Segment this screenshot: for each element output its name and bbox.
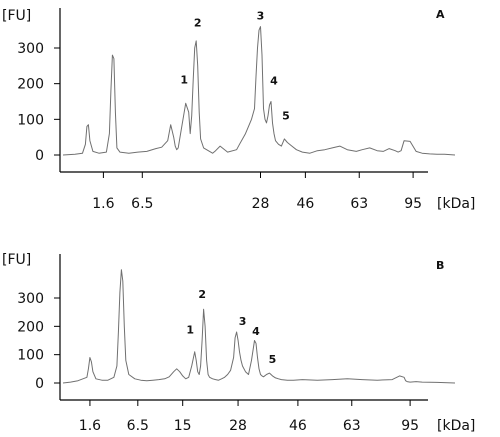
x-tick-label: 6.5 <box>131 196 153 212</box>
y-tick-label: 300 <box>17 291 44 307</box>
y-tick-label: 0 <box>35 376 44 392</box>
panel-a-trace <box>62 26 456 156</box>
panel-b-label: B <box>436 259 444 272</box>
x-tick-label: 46 <box>289 418 307 434</box>
peak-label-3: 3 <box>239 315 247 328</box>
panel-a: [FU] A [kDa] 0 100 200 300 1.6 6.5 28 46 63 95 1… <box>2 8 475 212</box>
y-tick-label: 300 <box>17 41 44 57</box>
x-tick-label: 1.6 <box>92 196 114 212</box>
panel-a-y-axis-unit: [FU] <box>2 8 31 24</box>
x-tick-label: 95 <box>404 196 422 212</box>
panel-b-trace <box>62 269 456 384</box>
y-tick-label: 200 <box>17 77 44 93</box>
x-tick-label: 95 <box>401 418 419 434</box>
panel-b-x-ticks: 1.6 6.5 15 28 46 63 95 <box>79 400 419 434</box>
x-tick-label: 28 <box>229 418 247 434</box>
peak-label-3: 3 <box>257 9 265 22</box>
peak-label-1: 1 <box>180 74 188 87</box>
peak-label-4: 4 <box>270 74 278 87</box>
panel-a-peak-labels: 1 2 3 4 5 <box>180 9 289 122</box>
panel-b-peak-labels: 1 2 34 5 <box>186 288 276 366</box>
y-tick-label: 0 <box>35 148 44 164</box>
panel-b-x-axis-unit: [kDa] <box>437 418 475 434</box>
x-tick-label: 6.5 <box>127 418 149 434</box>
x-tick-label: 46 <box>296 196 314 212</box>
peak-label-5: 5 <box>269 353 277 366</box>
panel-b-y-ticks: 0 100 200 300 <box>17 291 60 392</box>
x-tick-label: 15 <box>174 418 192 434</box>
panel-a-x-axis-unit: [kDa] <box>437 196 475 212</box>
x-tick-label: 28 <box>252 196 270 212</box>
y-tick-label: 100 <box>17 112 44 128</box>
y-tick-label: 100 <box>17 348 44 364</box>
x-tick-label: 63 <box>350 196 368 212</box>
peak-label-4: 4 <box>252 325 260 338</box>
peak-label-5: 5 <box>282 109 290 122</box>
panel-a-y-ticks: 0 100 200 300 <box>17 41 60 164</box>
peak-label-2: 2 <box>198 288 206 301</box>
y-tick-label: 200 <box>17 319 44 335</box>
panel-b-y-axis-unit: [FU] <box>2 252 31 268</box>
peak-label-2: 2 <box>194 17 202 30</box>
panel-a-label: A <box>436 8 445 21</box>
x-tick-label: 1.6 <box>79 418 101 434</box>
panel-a-x-ticks: 1.6 6.5 28 46 63 95 <box>92 172 422 212</box>
peak-label-1: 1 <box>186 323 194 336</box>
x-tick-label: 63 <box>343 418 361 434</box>
